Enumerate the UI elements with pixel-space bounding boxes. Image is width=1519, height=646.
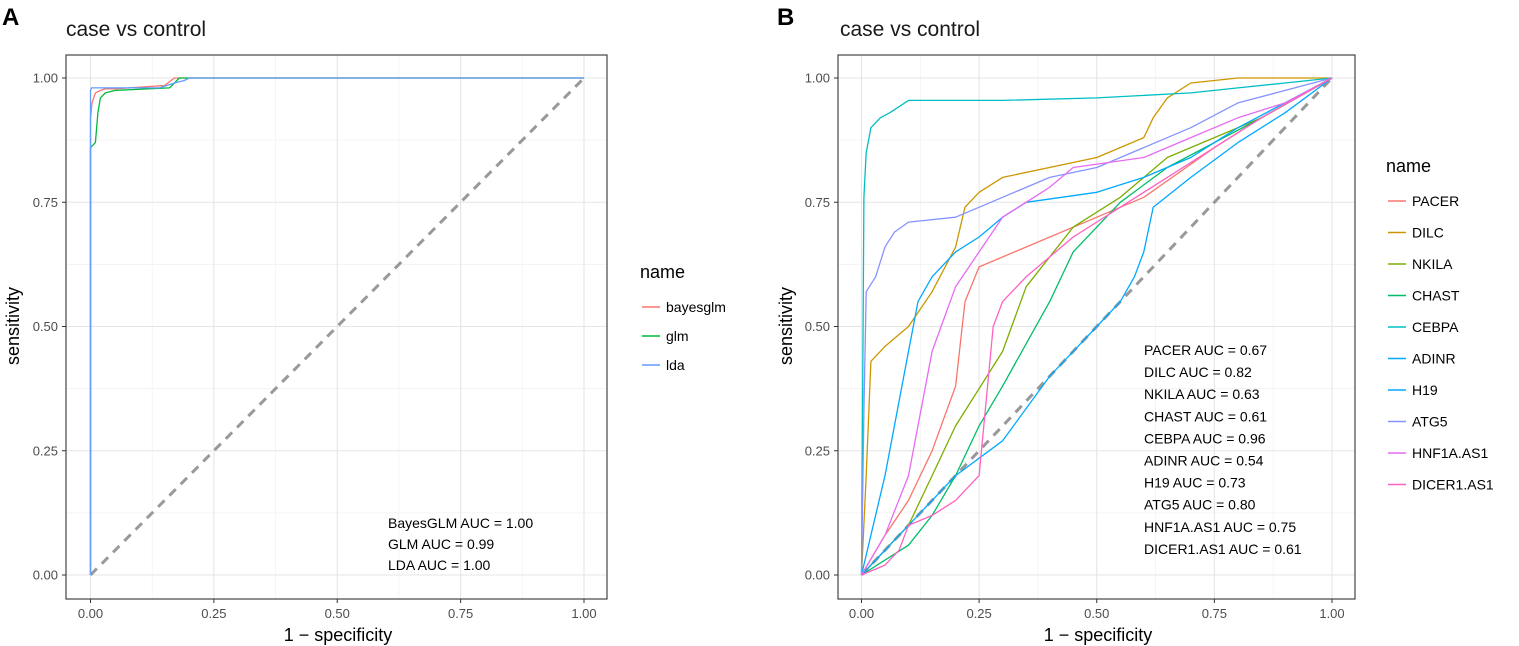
panel-a-y-tick-label: 0.75 (33, 195, 58, 210)
panel-b-series-atg5 (860, 77, 1333, 576)
panel-a-reference-diagonal (89, 76, 586, 577)
panel-b-auc-annotation: ATG5 AUC = 0.80 (1144, 497, 1256, 513)
panel-b-legend-label: DICER1.AS1 (1412, 477, 1494, 493)
panel-a-y-tick-label: 0.00 (33, 568, 58, 583)
panel-b-x-tick-label: 0.50 (1084, 606, 1109, 621)
panel-b-legend-label: H19 (1412, 382, 1438, 398)
panel-b-auc-annotation: H19 AUC = 0.73 (1144, 475, 1246, 491)
panel-b-series-chast (861, 77, 1333, 576)
panel-a-x-tick-label: 0.00 (78, 606, 103, 621)
panel-b-legend-label: CEBPA (1412, 319, 1459, 335)
panel-b-legend-label: HNF1A.AS1 (1412, 445, 1488, 461)
panel-a-x-tick-label: 0.75 (448, 606, 473, 621)
panel-b-legend-label: ADINR (1412, 351, 1456, 367)
panel-a-x-tick-label: 0.50 (325, 606, 350, 621)
panel-b-auc-annotation: DILC AUC = 0.82 (1144, 364, 1252, 380)
panel-b-series-dilc (860, 77, 1332, 576)
panel-b-legend-title: name (1386, 156, 1431, 176)
panel-a-series-lda (89, 77, 584, 575)
panel-b-x-tick-label: 0.75 (1202, 606, 1227, 621)
panel-b-letter: B (777, 4, 794, 31)
panel-b-auc-annotation: HNF1A.AS1 AUC = 0.75 (1144, 519, 1296, 535)
panel-b-auc-annotation: PACER AUC = 0.67 (1144, 342, 1267, 358)
panel-a-auc-annotation: GLM AUC = 0.99 (388, 536, 494, 552)
panel-a-y-tick-label: 1.00 (33, 71, 58, 86)
panel-b-legend-label: PACER (1412, 193, 1459, 209)
panel-a-legend-label: lda (666, 357, 685, 373)
panel-b-series-dicer1-as1 (861, 77, 1333, 576)
panel-b-legend-label: NKILA (1412, 256, 1453, 272)
panel-b-title: case vs control (840, 18, 980, 41)
panel-b-auc-annotation: NKILA AUC = 0.63 (1144, 386, 1260, 402)
panel-b-series-adinr (861, 77, 1333, 576)
panel-a-legend-label: bayesglm (666, 299, 726, 315)
panel-b-y-tick-label: 0.25 (805, 443, 830, 458)
panel-b-plot-frame (837, 54, 1356, 600)
panel-b-auc-annotation: CEBPA AUC = 0.96 (1144, 430, 1266, 446)
panel-b-x-tick-label: 0.00 (849, 606, 874, 621)
panel-a-x-axis-title: 1 − specificity (284, 625, 393, 645)
panel-b-y-tick-label: 0.50 (805, 319, 830, 334)
panel-a-legend-label: glm (666, 328, 689, 344)
panel-a-x-tick-label: 0.25 (201, 606, 226, 621)
panel-b-legend-label: DILC (1412, 225, 1444, 241)
panel-a: A case vs control 0.00 0.00 0.25 0.25 0.50 0.… (2, 4, 726, 645)
panel-b-legend-label: ATG5 (1412, 414, 1448, 430)
panel-a-y-tick-label: 0.25 (33, 443, 58, 458)
panel-b-auc-annotation: ADINR AUC = 0.54 (1144, 453, 1264, 469)
panel-b-y-tick-label: 1.00 (805, 71, 830, 86)
panel-b-series-cebpa (860, 77, 1333, 576)
panel-b-series-h19 (860, 77, 1333, 576)
panel-b: B case vs control 0.00 0.00 0.25 0.25 0.50 0.… (776, 4, 1494, 645)
panel-b-x-tick-label: 1.00 (1319, 606, 1344, 621)
panel-b-legend-label: CHAST (1412, 288, 1460, 304)
panel-b-y-tick-label: 0.00 (805, 568, 830, 583)
panel-a-y-tick-label: 0.50 (33, 319, 58, 334)
panel-b-x-tick-label: 0.25 (966, 606, 991, 621)
panel-a-auc-annotation: LDA AUC = 1.00 (388, 557, 491, 573)
panel-b-x-axis-title: 1 − specificity (1044, 625, 1153, 645)
panel-a-y-axis-title: sensitivity (3, 287, 23, 365)
panel-a-legend-title: name (640, 262, 685, 282)
panel-b-auc-annotation: CHAST AUC = 0.61 (1144, 408, 1267, 424)
panel-a-x-tick-label: 1.00 (571, 606, 596, 621)
panel-b-auc-annotation: DICER1.AS1 AUC = 0.61 (1144, 541, 1302, 557)
panel-b-series-hnf1a-as1 (860, 77, 1333, 576)
panel-b-y-axis-title: sensitivity (776, 287, 796, 365)
panel-b-y-tick-label: 0.75 (805, 195, 830, 210)
panel-a-plot-frame (65, 54, 608, 600)
panel-a-auc-annotation: BayesGLM AUC = 1.00 (388, 515, 533, 531)
panel-a-title: case vs control (66, 18, 206, 41)
panel-a-series-glm (89, 77, 584, 575)
panel-a-letter: A (2, 4, 19, 31)
